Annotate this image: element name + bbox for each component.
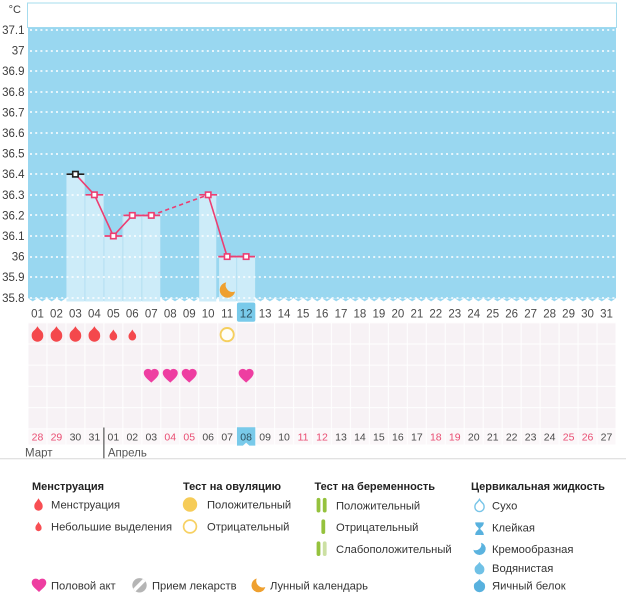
- svg-text:17: 17: [335, 309, 348, 321]
- svg-text:37: 37: [12, 46, 25, 58]
- svg-text:17: 17: [411, 432, 423, 444]
- svg-text:09: 09: [183, 309, 196, 321]
- svg-text:Положительный: Положительный: [207, 500, 291, 512]
- svg-text:20: 20: [391, 309, 404, 321]
- svg-text:Сухо: Сухо: [492, 501, 517, 513]
- svg-text:24: 24: [467, 309, 480, 321]
- svg-text:16: 16: [316, 309, 329, 321]
- svg-text:Март: Март: [25, 448, 53, 460]
- svg-text:24: 24: [544, 432, 556, 444]
- svg-text:15: 15: [373, 432, 385, 444]
- svg-text:03: 03: [145, 432, 157, 444]
- svg-text:08: 08: [240, 432, 252, 444]
- svg-text:28: 28: [32, 432, 44, 444]
- svg-text:Кремообразная: Кремообразная: [492, 544, 573, 556]
- svg-text:12: 12: [316, 432, 328, 444]
- svg-text:27: 27: [524, 309, 537, 321]
- svg-text:14: 14: [354, 432, 366, 444]
- svg-text:Менструация: Менструация: [32, 481, 104, 493]
- svg-text:31: 31: [89, 432, 101, 444]
- svg-text:36.5: 36.5: [2, 149, 24, 161]
- svg-text:Слабоположительный: Слабоположительный: [336, 544, 452, 556]
- svg-text:36.6: 36.6: [2, 128, 24, 140]
- svg-text:13: 13: [259, 309, 272, 321]
- svg-text:36.4: 36.4: [2, 169, 25, 181]
- svg-text:02: 02: [50, 309, 63, 321]
- svg-text:15: 15: [297, 309, 310, 321]
- svg-text:25: 25: [486, 309, 499, 321]
- svg-text:37.1: 37.1: [2, 25, 24, 37]
- svg-text:21: 21: [410, 309, 423, 321]
- svg-text:25: 25: [563, 432, 575, 444]
- svg-text:Отрицательный: Отрицательный: [336, 522, 418, 534]
- svg-text:19: 19: [449, 432, 461, 444]
- svg-text:06: 06: [202, 432, 214, 444]
- svg-text:30: 30: [70, 432, 82, 444]
- svg-text:Водянистая: Водянистая: [492, 563, 553, 575]
- svg-text:08: 08: [164, 309, 177, 321]
- svg-text:07: 07: [221, 432, 233, 444]
- svg-text:11: 11: [298, 432, 309, 444]
- svg-text:18: 18: [354, 309, 367, 321]
- svg-text:Яичный белок: Яичный белок: [492, 581, 566, 593]
- svg-text:16: 16: [392, 432, 404, 444]
- svg-text:21: 21: [487, 432, 499, 444]
- svg-text:30: 30: [581, 309, 594, 321]
- svg-text:29: 29: [562, 309, 575, 321]
- svg-text:11: 11: [221, 309, 233, 321]
- svg-text:19: 19: [373, 309, 386, 321]
- svg-text:35.9: 35.9: [2, 272, 24, 284]
- svg-text:28: 28: [543, 309, 556, 321]
- svg-text:26: 26: [505, 309, 518, 321]
- svg-text:Тест на овуляцию: Тест на овуляцию: [183, 481, 281, 493]
- svg-text:Тест на беременность: Тест на беременность: [315, 481, 436, 493]
- svg-text:18: 18: [430, 432, 442, 444]
- svg-text:02: 02: [126, 432, 138, 444]
- svg-text:06: 06: [126, 309, 139, 321]
- svg-text:Положительный: Положительный: [336, 501, 420, 513]
- svg-text:05: 05: [107, 309, 120, 321]
- svg-text:07: 07: [145, 309, 158, 321]
- svg-text:01: 01: [31, 309, 44, 321]
- svg-text:31: 31: [600, 309, 613, 321]
- svg-text:22: 22: [506, 432, 518, 444]
- svg-text:20: 20: [468, 432, 480, 444]
- svg-text:01: 01: [108, 432, 120, 444]
- svg-text:Апрель: Апрель: [108, 448, 147, 460]
- svg-text:36.8: 36.8: [2, 87, 24, 99]
- svg-text:36.7: 36.7: [2, 107, 24, 119]
- svg-text:36.3: 36.3: [2, 190, 24, 202]
- svg-text:04: 04: [88, 309, 101, 321]
- svg-text:23: 23: [448, 309, 461, 321]
- svg-text:Клейкая: Клейкая: [492, 523, 535, 535]
- svg-text:05: 05: [183, 432, 195, 444]
- svg-text:03: 03: [69, 309, 82, 321]
- svg-text:10: 10: [202, 309, 215, 321]
- svg-text:29: 29: [51, 432, 63, 444]
- svg-text:Отрицательный: Отрицательный: [207, 522, 289, 534]
- svg-text:13: 13: [335, 432, 347, 444]
- svg-text:10: 10: [278, 432, 290, 444]
- svg-text:Лунный календарь: Лунный календарь: [270, 581, 368, 593]
- svg-text:Половой акт: Половой акт: [51, 581, 116, 593]
- svg-text:27: 27: [601, 432, 613, 444]
- svg-text:36: 36: [12, 252, 25, 264]
- svg-text:12: 12: [240, 309, 253, 321]
- svg-text:14: 14: [278, 309, 291, 321]
- svg-text:Цервикальная жидкость: Цервикальная жидкость: [471, 481, 605, 493]
- svg-text:36.2: 36.2: [2, 210, 24, 222]
- svg-text:26: 26: [582, 432, 594, 444]
- svg-text:22: 22: [429, 309, 442, 321]
- svg-text:35.8: 35.8: [2, 293, 24, 305]
- svg-text:09: 09: [259, 432, 271, 444]
- svg-text:04: 04: [164, 432, 176, 444]
- svg-text:36.9: 36.9: [2, 66, 24, 78]
- svg-text:Небольшие выделения: Небольшие выделения: [51, 522, 172, 534]
- svg-text:Прием лекарств: Прием лекарств: [152, 581, 237, 593]
- svg-text:°C: °C: [9, 4, 21, 16]
- svg-text:36.1: 36.1: [2, 231, 24, 243]
- svg-text:Менструация: Менструация: [51, 500, 120, 512]
- svg-text:23: 23: [525, 432, 537, 444]
